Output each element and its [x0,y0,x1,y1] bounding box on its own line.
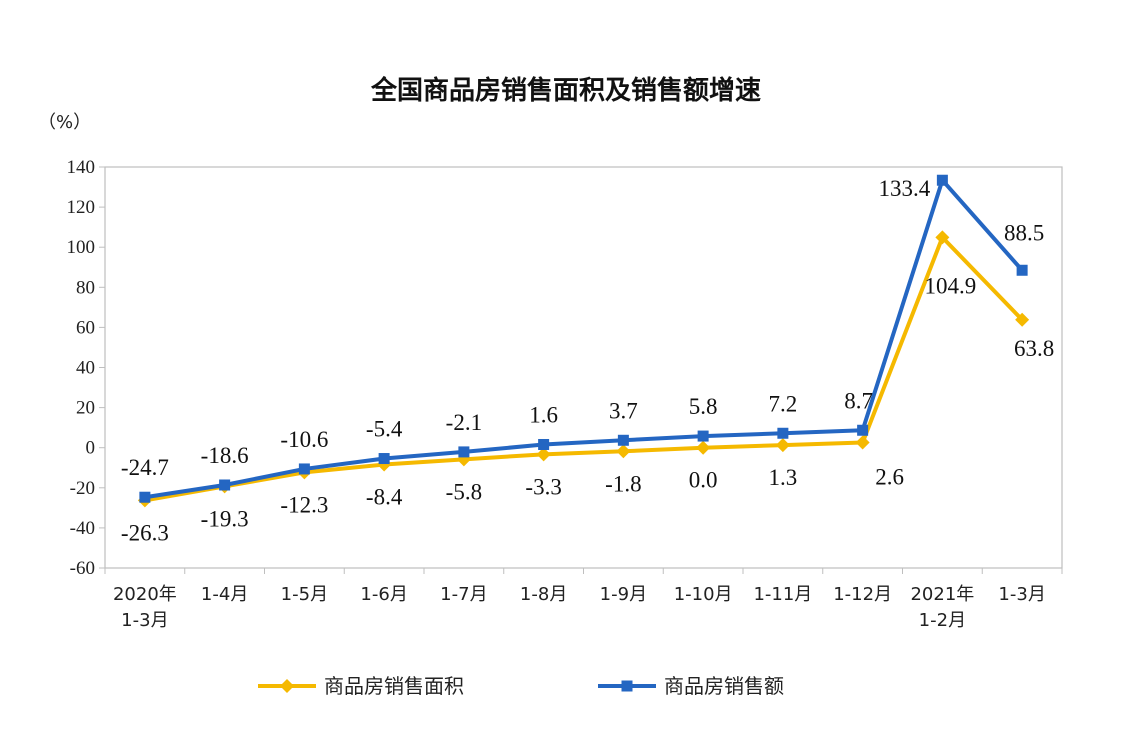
data-label-sales-amount: -5.4 [366,417,403,442]
data-label-sales-area: -5.8 [446,479,482,504]
x-tick-label: 1-4月 [201,584,248,605]
data-label-sales-area: -3.3 [525,474,561,499]
data-label-sales-area: 2.6 [875,464,904,489]
legend-sales-area-label: 商品房销售面积 [324,674,464,698]
legend-sales-amount-marker [621,680,633,692]
x-tick-label: 1-7月 [440,584,487,605]
y-tick-label: 40 [76,358,95,379]
data-label-sales-area: -8.4 [366,485,403,510]
legend-sales-area-marker [280,679,294,693]
x-tick-label: 1-3月 [121,610,168,631]
data-label-sales-area: -19.3 [201,506,249,531]
data-point-sales-area [855,435,870,450]
x-tick-label: 1-9月 [600,584,647,605]
data-point-sales-area [616,444,631,459]
y-tick-label: 140 [67,157,96,178]
x-tick-label: 1-5月 [281,584,328,605]
data-label-sales-amount: -18.6 [201,443,249,468]
data-point-sales-amount [777,427,789,439]
y-tick-label: -60 [70,558,95,579]
data-point-sales-amount [1016,264,1028,276]
legend-sales-amount-label: 商品房销售额 [664,674,784,698]
data-label-sales-area: 0.0 [689,468,718,493]
data-label-sales-area: -26.3 [121,520,169,545]
x-tick-label: 1-11月 [753,584,812,605]
data-label-sales-amount: 8.7 [844,388,873,413]
y-tick-label: -40 [70,518,95,539]
data-point-sales-amount [936,174,948,186]
data-point-sales-amount [378,453,390,465]
data-point-sales-area [536,447,551,462]
data-point-sales-amount [458,446,470,458]
x-tick-label: 1-8月 [520,584,567,605]
x-tick-label: 1-2月 [919,610,966,631]
series-line-sales-area [142,235,1025,503]
data-label-sales-amount: 88.5 [1004,220,1044,245]
y-tick-label: -20 [70,478,95,499]
data-label-sales-amount: 3.7 [609,398,638,423]
data-point-sales-amount [219,479,231,491]
y-tick-label: 20 [76,398,95,419]
y-tick-label: 120 [67,197,96,218]
y-tick-label: 100 [67,237,96,258]
data-point-sales-amount [139,491,151,503]
x-tick-label: 1-10月 [674,584,733,605]
data-point-sales-amount [538,438,550,450]
x-tick-label: 1-3月 [998,584,1045,605]
y-unit-label: （%） [38,112,92,133]
series-line-sales-amount [142,178,1025,500]
x-tick-label: 1-12月 [833,584,892,605]
data-label-sales-area: -12.3 [280,492,328,517]
data-point-sales-area [696,440,711,455]
data-label-sales-amount: 1.6 [529,402,558,427]
x-tick-label: 1-6月 [360,584,407,605]
y-tick-label: 60 [76,317,95,338]
y-tick-label: 80 [76,277,95,298]
data-label-sales-area: 63.8 [1014,336,1054,361]
data-label-sales-amount: 133.4 [879,176,931,201]
data-label-sales-area: 1.3 [769,465,798,490]
data-label-sales-area: 104.9 [925,273,977,298]
y-tick-label: 0 [86,438,96,459]
data-point-sales-area [935,230,950,245]
x-tick-label: 2020年 [113,584,177,605]
x-tick-label: 2021年 [910,584,974,605]
data-label-sales-amount: 5.8 [689,394,718,419]
data-point-sales-amount [298,463,310,475]
data-label-sales-amount: 7.2 [769,391,798,416]
data-label-sales-amount: -10.6 [280,427,328,452]
chart-title: 全国商品房销售面积及销售额增速 [370,76,761,106]
data-point-sales-amount [617,434,629,446]
data-point-sales-area [775,438,790,453]
data-point-sales-amount [857,424,869,436]
data-point-sales-amount [697,430,709,442]
data-label-sales-amount: -2.1 [446,410,482,435]
data-point-sales-area [1015,312,1030,327]
data-label-sales-amount: -24.7 [121,455,169,480]
data-label-sales-area: -1.8 [605,471,641,496]
